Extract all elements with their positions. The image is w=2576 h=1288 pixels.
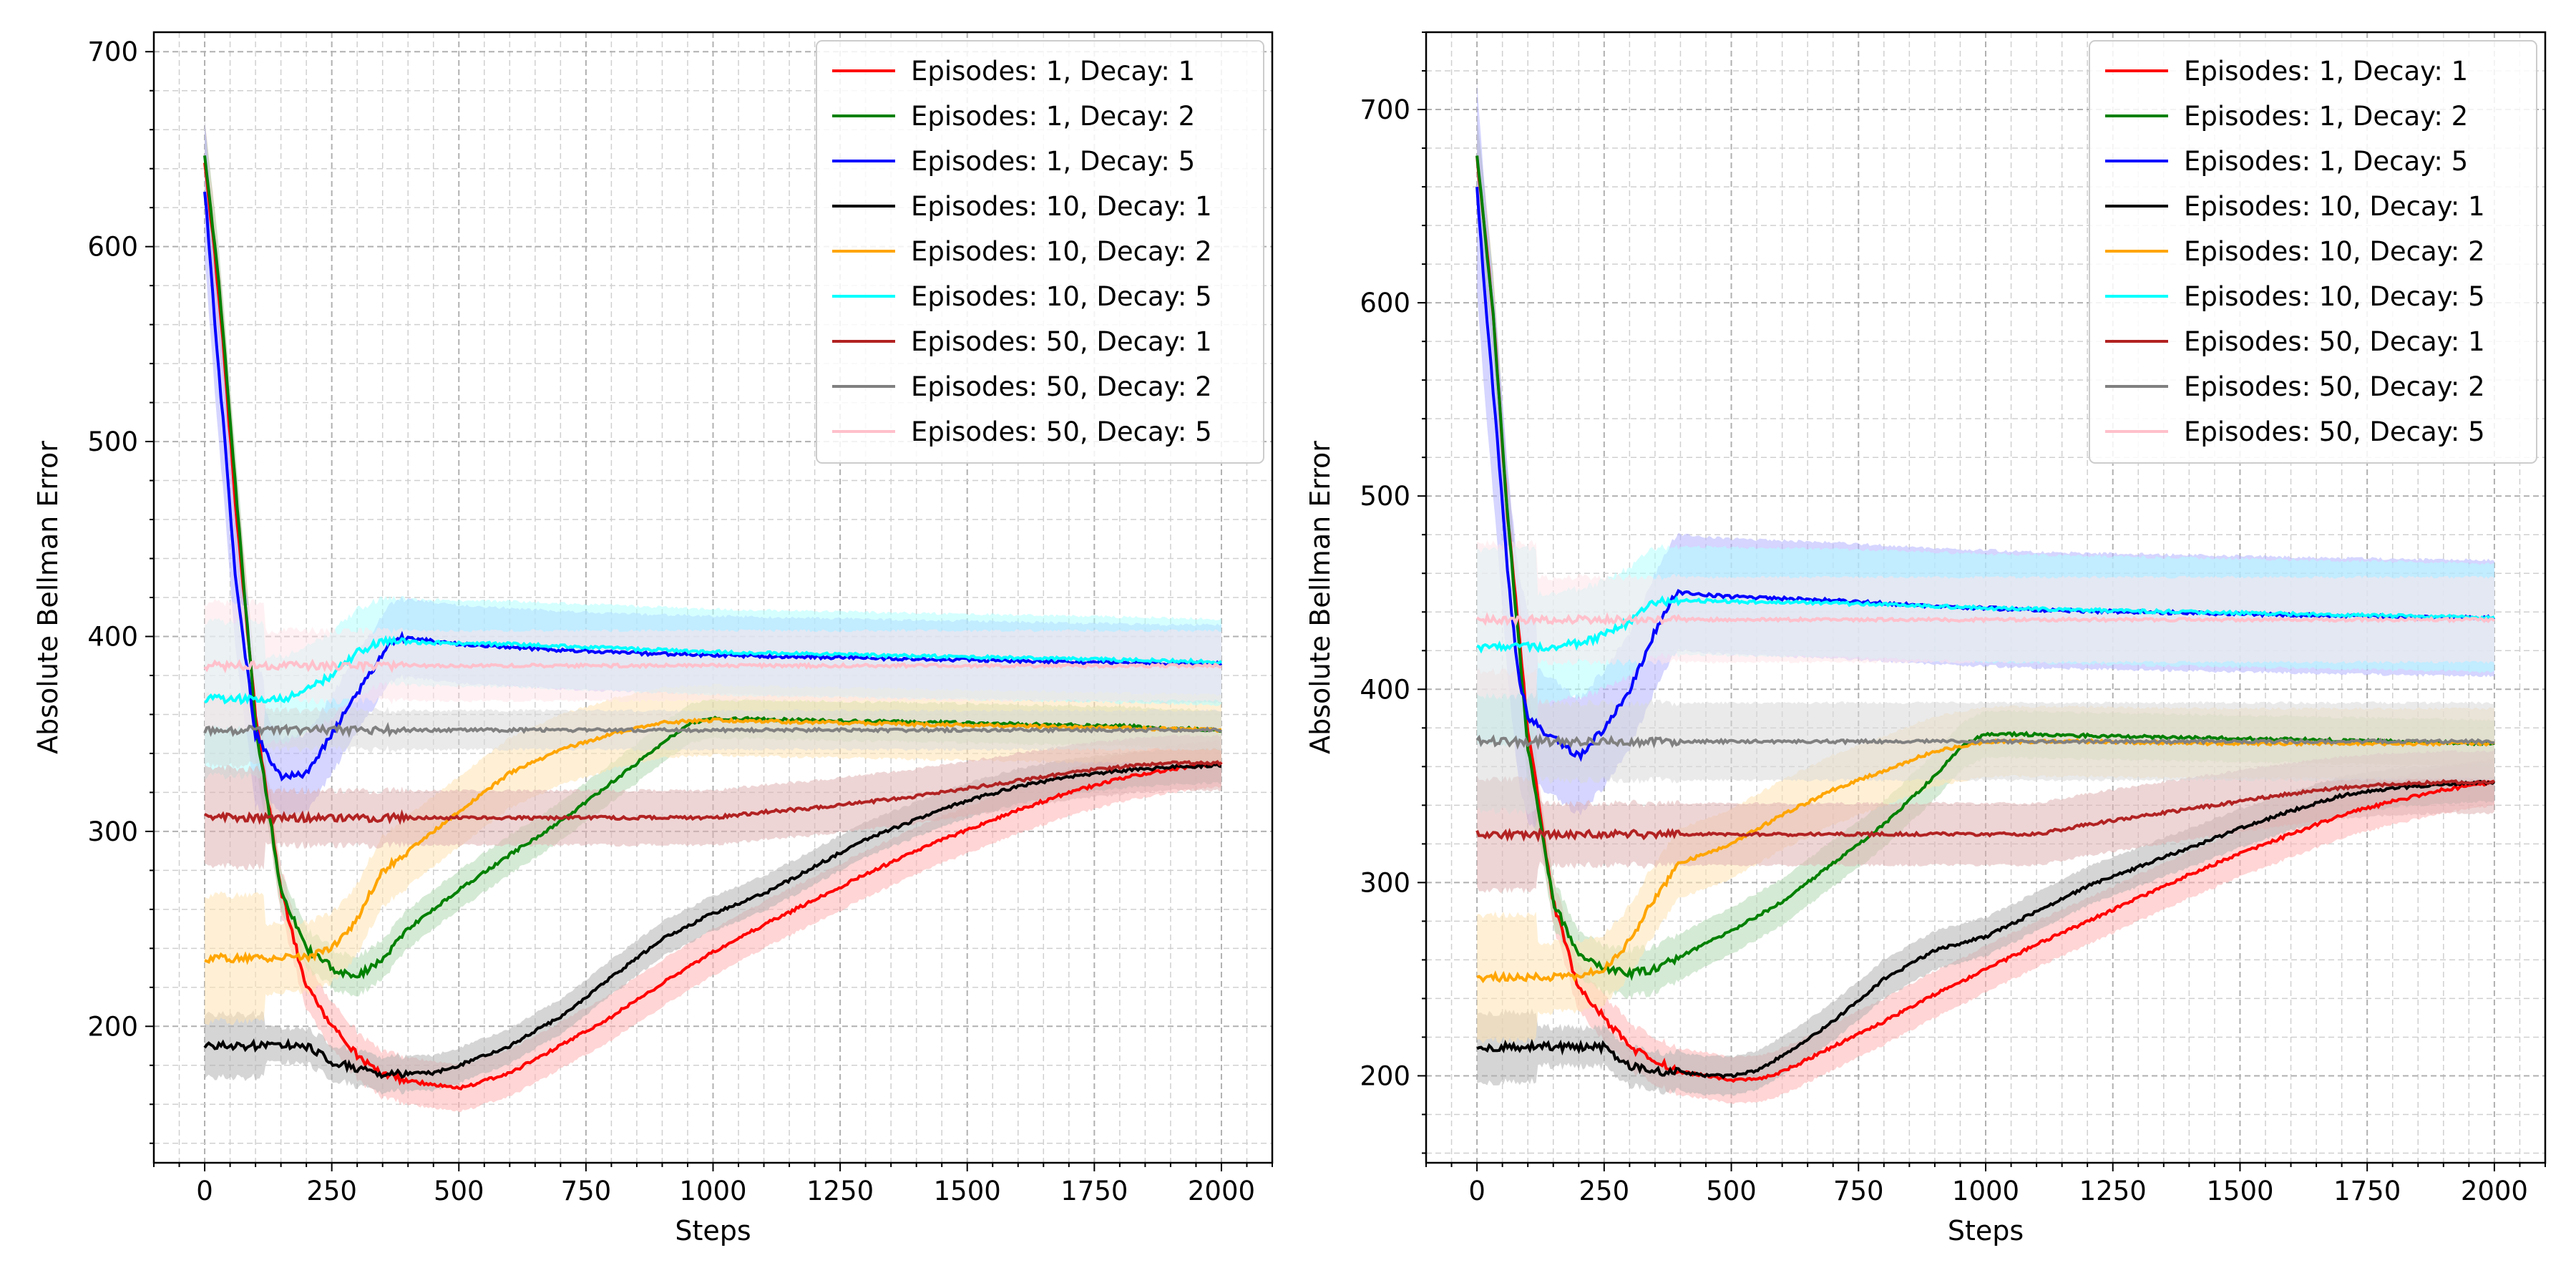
x-tick-label: 1500: [2206, 1176, 2273, 1206]
legend-entry-8: Episodes: 50, Decay: 2: [911, 371, 1212, 402]
x-tick-label: 0: [196, 1176, 213, 1206]
y-axis-label: Absolute Bellman Error: [32, 441, 64, 754]
x-axis-label: Steps: [1948, 1215, 2024, 1246]
y-tick-label: 700: [87, 36, 138, 67]
x-tick-label: 1750: [2333, 1176, 2401, 1206]
legend-entry-9: Episodes: 50, Decay: 5: [911, 416, 1212, 447]
x-tick-label: 250: [1579, 1176, 1630, 1206]
legend: Episodes: 1, Decay: 1 Episodes: 1, Decay:…: [816, 41, 1264, 463]
x-tick-label: 1000: [679, 1176, 746, 1206]
y-tick-label: 300: [87, 816, 138, 847]
x-tick-label: 1500: [934, 1176, 1001, 1206]
y-tick-label: 500: [87, 426, 138, 457]
x-tick-label: 0: [1468, 1176, 1485, 1206]
x-axis-label: Steps: [675, 1215, 751, 1246]
y-tick-label: 300: [1360, 867, 1410, 898]
x-tick-label: 1250: [806, 1176, 874, 1206]
legend: Episodes: 1, Decay: 1 Episodes: 1, Decay:…: [2089, 41, 2537, 463]
x-tick-label: 500: [434, 1176, 484, 1206]
legend-entry-9: Episodes: 50, Decay: 5: [2184, 416, 2485, 447]
y-tick-label: 600: [87, 232, 138, 263]
legend-entry-6: Episodes: 10, Decay: 5: [2184, 281, 2485, 312]
x-tick-label: 1750: [1060, 1176, 1128, 1206]
legend-entry-8: Episodes: 50, Decay: 2: [2184, 371, 2485, 402]
x-tick-label: 750: [1833, 1176, 1884, 1206]
legend-entry-5: Episodes: 10, Decay: 2: [2184, 236, 2485, 267]
x-tick-label: 2000: [2461, 1176, 2528, 1206]
legend-entry-1: Episodes: 1, Decay: 1: [911, 56, 1195, 87]
legend-entry-7: Episodes: 50, Decay: 1: [2184, 326, 2485, 357]
legend-entry-4: Episodes: 10, Decay: 1: [2184, 191, 2485, 222]
legend-entry-2: Episodes: 1, Decay: 2: [2184, 101, 2468, 132]
y-tick-label: 500: [1360, 481, 1410, 512]
legend-entry-3: Episodes: 1, Decay: 5: [2184, 146, 2468, 177]
legend-entry-4: Episodes: 10, Decay: 1: [911, 191, 1212, 222]
x-tick-label: 750: [561, 1176, 612, 1206]
y-tick-label: 400: [1360, 674, 1410, 705]
y-tick-label: 400: [87, 621, 138, 652]
y-tick-label: 200: [1360, 1060, 1410, 1091]
legend-entry-7: Episodes: 50, Decay: 1: [911, 326, 1212, 357]
x-tick-label: 1000: [1952, 1176, 2019, 1206]
x-tick-label: 250: [306, 1176, 357, 1206]
legend-entry-2: Episodes: 1, Decay: 2: [911, 101, 1195, 132]
legend-entry-3: Episodes: 1, Decay: 5: [911, 146, 1195, 177]
x-tick-label: 1250: [2079, 1176, 2147, 1206]
y-tick-label: 700: [1360, 94, 1410, 125]
y-tick-label: 200: [87, 1011, 138, 1042]
legend-entry-1: Episodes: 1, Decay: 1: [2184, 56, 2468, 87]
x-tick-label: 500: [1706, 1176, 1757, 1206]
chart-panel-1: 0 250 500 750 1000 1250 1500 1750 2000 200 300 400 5…: [32, 32, 1272, 1246]
x-tick-label: 2000: [1188, 1176, 1255, 1206]
legend-entry-5: Episodes: 10, Decay: 2: [911, 236, 1212, 267]
y-tick-label: 600: [1360, 288, 1410, 318]
y-axis-label: Absolute Bellman Error: [1304, 441, 1336, 754]
legend-entry-6: Episodes: 10, Decay: 5: [911, 281, 1212, 312]
chart-panel-2: 0 250 500 750 1000 1250 1500 1750 2000 200 300 400 5…: [1304, 32, 2545, 1246]
